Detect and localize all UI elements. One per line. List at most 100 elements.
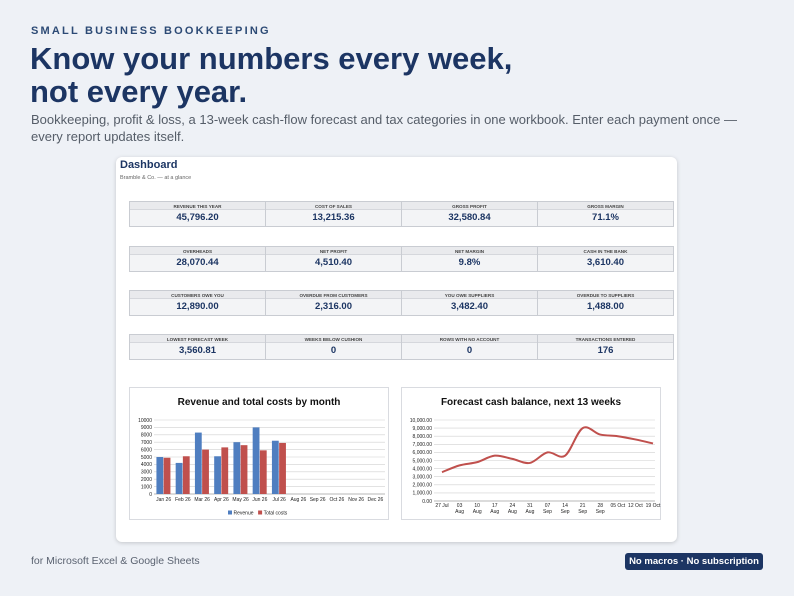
x-tick-label: Jun 26: [252, 497, 267, 503]
y-tick-label: 8,000.00: [413, 434, 433, 440]
y-tick-label: 7,000.00: [413, 442, 433, 448]
kpi-cell: GROSS MARGIN 71.1%: [538, 202, 673, 226]
kpi-value: 3,482.40: [451, 301, 488, 312]
headline-line-1: Know your numbers every week,: [30, 41, 513, 76]
kpi-cell: CUSTOMERS OWE YOU 12,890.00: [130, 291, 266, 315]
dashboard-title: Dashboard: [120, 159, 178, 171]
kpi-label: COST OF SALES: [266, 202, 401, 210]
kpi-value: 9.8%: [458, 257, 481, 268]
y-tick-label: 1,000.00: [413, 491, 433, 497]
x-tick-label: Aug: [473, 509, 482, 515]
x-tick-label: Sep: [578, 509, 587, 515]
x-tick-label: Sep: [561, 509, 570, 515]
kpi-row: CUSTOMERS OWE YOU 12,890.00 OVERDUE FROM C…: [129, 290, 674, 316]
x-tick-label: May 26: [232, 497, 249, 503]
legend-label: Revenue: [234, 511, 254, 517]
line-chart-svg: 0.00 1,000.00 2,000.00 3,000.00 4,000.00 5,00…: [410, 418, 661, 515]
kpi-cell: ROWS WITH NO ACCOUNT 0: [402, 335, 538, 359]
footer-note: for Microsoft Excel & Google Sheets: [31, 555, 200, 567]
kpi-row: REVENUE THIS YEAR 45,796.20 COST OF SALES 1…: [129, 201, 674, 227]
kpi-cell: OVERDUE TO SUPPLIERS 1,488.00: [538, 291, 673, 315]
x-tick-label: 07: [545, 503, 551, 509]
dashboard-subtitle: Bramble & Co. — at a glance: [120, 175, 192, 181]
x-tick-label: Oct 26: [330, 497, 345, 503]
x-tick-label: Aug: [525, 509, 534, 515]
y-tick-label: 2,000.00: [413, 483, 433, 489]
x-tick-label: Jul 26: [272, 497, 286, 503]
kpi-cell: OVERHEADS 28,070.44: [130, 247, 266, 271]
kpi-cell: GROSS PROFIT 32,580.84: [402, 202, 538, 226]
x-tick-label: 03: [457, 503, 463, 509]
dashboard-card: Dashboard Bramble & Co. — at a glance RE…: [116, 157, 677, 542]
x-tick-label: Sep: [596, 509, 605, 515]
y-tick-label: 2000: [141, 477, 152, 483]
x-tick-label: Aug 26: [290, 497, 306, 503]
forecast-line: [441, 426, 654, 474]
headline: Know your numbers every week, not every …: [30, 42, 630, 108]
kpi-label: CUSTOMERS OWE YOU: [130, 291, 265, 299]
kpi-label: CASH IN THE BANK: [538, 247, 673, 255]
kpi-label: GROSS MARGIN: [538, 202, 673, 210]
y-tick-label: 4,000.00: [413, 466, 433, 472]
x-tick-label: 19 Oct: [646, 503, 661, 509]
kpi-row: OVERHEADS 28,070.44 NET PROFIT 4,510.40 NET …: [129, 246, 674, 272]
kpi-label: WEEKS BELOW CUSHION: [266, 335, 401, 343]
bar-revenue: [214, 456, 221, 494]
x-tick-label: Aug: [508, 509, 517, 515]
x-tick-label: Jan 26: [156, 497, 171, 503]
y-tick-label: 5,000.00: [413, 458, 433, 464]
bar-total-costs: [202, 449, 209, 494]
kpi-row: LOWEST FORECAST WEEK 3,560.81 WEEKS BELOW …: [129, 334, 674, 360]
x-tick-label: Feb 26: [175, 497, 191, 503]
x-tick-label: Aug: [490, 509, 499, 515]
y-tick-label: 3,000.00: [413, 475, 433, 481]
bar-total-costs: [221, 447, 229, 494]
kpi-value: 0: [330, 345, 337, 356]
bar-total-costs: [259, 450, 267, 494]
bar-total-costs: [163, 457, 171, 494]
x-tick-label: Nov 26: [348, 497, 364, 503]
x-tick-label: Dec 26: [367, 497, 383, 503]
forecast-cash-chart: Forecast cash balance, next 13 weeks 0.0…: [401, 387, 661, 520]
kpi-label: LOWEST FORECAST WEEK: [130, 335, 265, 343]
y-tick-label: 10000: [138, 418, 152, 424]
x-tick-label: 21: [580, 503, 586, 509]
bar-total-costs: [279, 442, 286, 494]
y-tick-label: 9,000.00: [413, 426, 433, 432]
feature-badge: No macros · No subscription: [625, 553, 763, 570]
revenue-costs-chart: Revenue and total costs by month 0 1000 20…: [129, 387, 389, 520]
y-tick-label: 8000: [141, 433, 152, 439]
kpi-cell: WEEKS BELOW CUSHION 0: [266, 335, 402, 359]
kpi-value: 4,510.40: [315, 257, 352, 268]
kpi-label: GROSS PROFIT: [402, 202, 537, 210]
x-tick-label: Aug: [455, 509, 464, 515]
kpi-value: 3,610.40: [587, 257, 624, 268]
kpi-label: NET PROFIT: [266, 247, 401, 255]
x-tick-label: Mar 26: [194, 497, 210, 503]
chart-title: Forecast cash balance, next 13 weeks: [440, 397, 622, 408]
kpi-cell: LOWEST FORECAST WEEK 3,560.81: [130, 335, 266, 359]
kpi-value: 12,890.00: [176, 301, 219, 312]
x-tick-label: Apr 26: [214, 497, 229, 503]
legend-swatch: [258, 510, 263, 515]
x-tick-label: 24: [510, 503, 516, 509]
y-tick-label: 5000: [141, 455, 152, 461]
eyebrow-label: SMALL BUSINESS BOOKKEEPING: [31, 25, 271, 37]
y-tick-label: 7000: [141, 440, 152, 446]
kpi-label: NET MARGIN: [402, 247, 537, 255]
x-tick-label: 31: [527, 503, 533, 509]
bar-revenue: [271, 440, 279, 494]
kpi-cell: CASH IN THE BANK 3,610.40: [538, 247, 673, 271]
y-tick-label: 6,000.00: [413, 450, 433, 456]
y-tick-label: 9000: [141, 425, 152, 431]
bar-revenue: [156, 457, 164, 494]
x-tick-label: 12 Oct: [628, 503, 643, 509]
kpi-cell: NET PROFIT 4,510.40: [266, 247, 402, 271]
y-tick-label: 0: [149, 492, 152, 498]
headline-line-2: not every year.: [30, 74, 248, 109]
kpi-value: 32,580.84: [448, 212, 491, 223]
bar-revenue: [252, 427, 260, 494]
y-tick-label: 6000: [141, 447, 152, 453]
kpi-value: 71.1%: [592, 212, 619, 223]
